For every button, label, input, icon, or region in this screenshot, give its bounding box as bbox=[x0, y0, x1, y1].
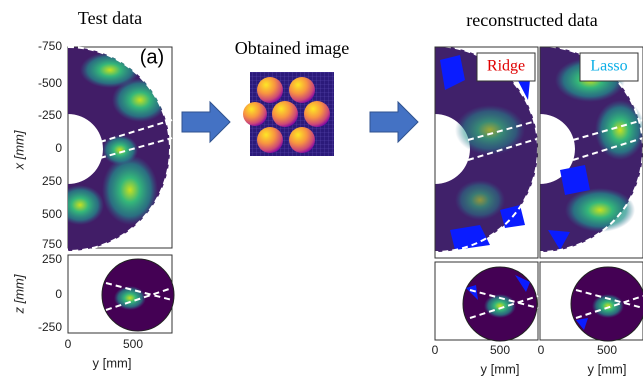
arrow bbox=[182, 102, 230, 142]
obtained-image bbox=[243, 72, 334, 156]
x-axis-label: y [mm] bbox=[93, 355, 132, 370]
panel-title: Test data bbox=[78, 8, 142, 28]
x-axis-label: y [mm] bbox=[588, 361, 627, 376]
x-tick-label: 0 bbox=[538, 343, 545, 357]
y-axis-label: x [mm] bbox=[11, 130, 26, 170]
y-tick-label: -250 bbox=[38, 108, 62, 122]
arrow bbox=[370, 102, 418, 142]
x-tick-label: 500 bbox=[597, 343, 617, 357]
panel-title: reconstructed data bbox=[466, 10, 597, 30]
y-tick-label: 250 bbox=[42, 252, 62, 266]
y-tick-label: 250 bbox=[42, 174, 62, 188]
y-tick-label: 750 bbox=[42, 237, 62, 251]
x-tick-label: 0 bbox=[432, 343, 439, 357]
x-axis-label: y [mm] bbox=[481, 361, 520, 376]
x-tick-label: 500 bbox=[490, 343, 510, 357]
method-label: Lasso bbox=[590, 58, 627, 75]
y-tick-label: 0 bbox=[55, 141, 62, 155]
y-tick-label: 0 bbox=[55, 287, 62, 301]
method-label: Ridge bbox=[487, 58, 525, 75]
y-tick-label: -250 bbox=[38, 320, 62, 334]
y-tick-label: -500 bbox=[38, 76, 62, 90]
panel-label: (a) bbox=[140, 46, 164, 68]
y-tick-label: 500 bbox=[42, 207, 62, 221]
x-tick-label: 0 bbox=[65, 337, 72, 351]
figure: Test data (a) -750 -500 -250 0 250 500 7… bbox=[0, 0, 643, 378]
panel-title: Obtained image bbox=[235, 38, 349, 58]
y-tick-label: -750 bbox=[38, 39, 62, 53]
z-axis-label: z [mm] bbox=[11, 274, 26, 314]
x-tick-label: 500 bbox=[123, 337, 143, 351]
